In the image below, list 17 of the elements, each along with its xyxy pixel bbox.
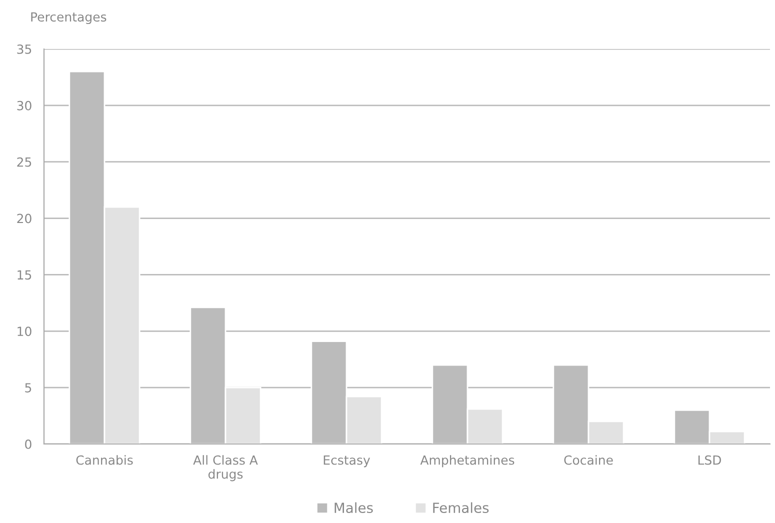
- y-tick-label: 25: [17, 157, 32, 167]
- legend-label: Females: [433, 502, 489, 514]
- y-axis-title: Percentages: [31, 12, 106, 24]
- y-tick-label: 15: [18, 270, 32, 280]
- y-tick-label: 35: [17, 44, 32, 54]
- legend-label: Males: [334, 502, 373, 514]
- y-tick-label: 30: [17, 100, 32, 110]
- y-tick-label: 5: [25, 383, 32, 392]
- y-tick-label: 0: [25, 439, 32, 449]
- x-tick-label: Ecstasy: [324, 455, 370, 468]
- x-tick-label: All Class A drugs: [193, 455, 258, 482]
- y-tick-label: 20: [17, 214, 32, 224]
- y-tick-label: 10: [18, 326, 32, 336]
- x-tick-label: LSD: [698, 455, 722, 465]
- x-tick-label: Cannabis: [76, 455, 133, 465]
- x-tick-label: Amphetamines: [420, 455, 514, 468]
- x-tick-label: Cocaine: [564, 455, 613, 465]
